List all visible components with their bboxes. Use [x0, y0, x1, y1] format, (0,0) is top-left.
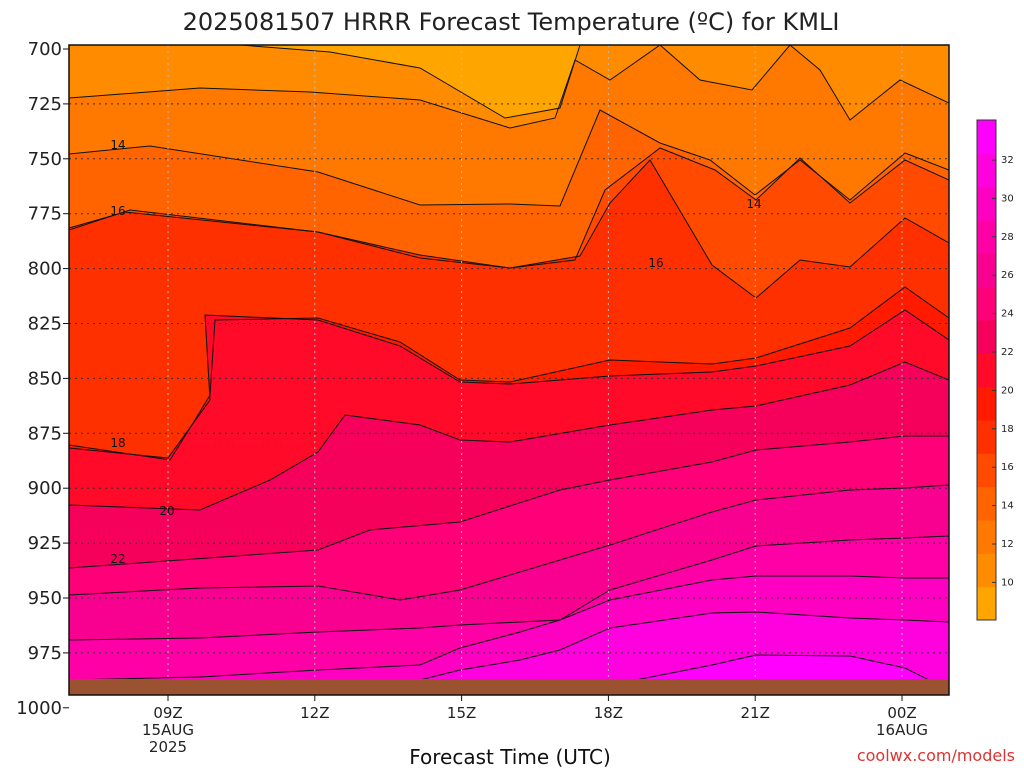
ground-surface	[69, 679, 949, 695]
isotherm-line	[69, 159, 949, 299]
colorbar-tick-label: 16	[1001, 462, 1014, 473]
isotherm-line	[69, 286, 949, 461]
colorbar-segment	[977, 153, 996, 188]
y-tick-label: 700	[28, 39, 62, 60]
contour-value-label: 22	[110, 552, 125, 566]
contour-value-label: 16	[110, 204, 125, 218]
isotherm-line	[69, 45, 949, 129]
y-tick-label: 1000	[16, 698, 62, 719]
contour-value-label: 20	[159, 504, 174, 518]
isotherm-lines	[69, 45, 949, 695]
colorbar-tick-label: 10	[1001, 577, 1014, 588]
colorbar-tick-label: 22	[1001, 347, 1014, 358]
x-axis-label: Forecast Time (UTC)	[409, 745, 611, 768]
y-tick-label: 875	[28, 423, 62, 444]
contour-value-label: 14	[746, 197, 761, 211]
y-tick-label: 825	[28, 314, 62, 335]
isotherm-line	[69, 575, 949, 681]
colorbar-segment	[977, 353, 996, 388]
colorbar-segment	[977, 520, 996, 554]
y-tick-label: 725	[28, 94, 62, 115]
gridlines	[69, 45, 949, 695]
y-tick-label: 800	[28, 259, 62, 280]
x-tick-label: 09Z	[153, 704, 182, 722]
colorbar-segment	[977, 186, 996, 221]
colorbar-segment	[977, 220, 996, 254]
colorbar-segment	[977, 453, 996, 488]
colorbar-segment	[977, 420, 996, 454]
chart-title: 2025081507 HRRR Forecast Temperature (ºC…	[183, 8, 840, 36]
x-tick-label: 2025	[149, 738, 187, 756]
x-tick-label: 00Z	[887, 704, 916, 722]
isotherm-line	[69, 45, 949, 119]
x-tick-label: 21Z	[741, 704, 770, 722]
y-tick-label: 975	[28, 643, 62, 664]
colorbar-tick-label: 26	[1001, 270, 1014, 281]
isotherm-line	[69, 109, 949, 207]
colorbar-tick-label: 18	[1001, 424, 1014, 435]
isotherm-line	[69, 435, 949, 569]
plot-frame	[68, 44, 950, 696]
colorbar-segment	[977, 553, 996, 588]
y-tick-label: 925	[28, 533, 62, 554]
colorbar-segment	[977, 586, 996, 621]
contour-value-label: 16	[648, 256, 663, 270]
y-tick-label: 775	[28, 204, 62, 225]
x-tick-label: 15Z	[447, 704, 476, 722]
x-tick-label: 16AUG	[876, 721, 928, 739]
y-axis-ticks: 700 725 750 775 800 825 850 875 900 925 950 975 1000	[16, 39, 69, 719]
colorbar-tick-label: 12	[1001, 539, 1014, 550]
colorbar-tick-label: 20	[1001, 385, 1014, 396]
colorbar-segment	[977, 386, 996, 421]
y-tick-label: 900	[28, 478, 62, 499]
colorbar: 32 30 28 26 24 22 20 18 16 14 12 10	[976, 119, 1014, 621]
colorbar-segment	[977, 320, 996, 354]
isotherm-line	[69, 484, 949, 601]
colorbar-tick-label: 24	[1001, 309, 1014, 320]
x-tick-label: 12Z	[300, 704, 329, 722]
credit-text: coolwx.com/models	[857, 746, 1015, 765]
colorbar-tick-label: 14	[1001, 501, 1014, 512]
y-tick-label: 750	[28, 149, 62, 170]
colorbar-tick-label: 32	[1001, 155, 1014, 166]
contour-labels: 14 16 18 20 22 14 16	[110, 138, 761, 566]
colorbar-frame	[976, 119, 997, 621]
colorbar-segment	[977, 253, 996, 288]
contour-value-label: 18	[110, 436, 125, 450]
colorbar-tick-label: 28	[1001, 232, 1014, 243]
temperature-bands	[69, 45, 949, 695]
plot-area	[69, 45, 949, 695]
y-tick-label: 850	[28, 368, 62, 389]
isotherm-line	[69, 361, 949, 511]
y-tick-label: 950	[28, 588, 62, 609]
colorbar-segment	[977, 120, 996, 154]
colorbar-segment	[977, 486, 996, 521]
contour-value-label: 14	[110, 138, 125, 152]
x-tick-label: 15AUG	[142, 721, 194, 739]
colorbar-tick-label: 30	[1001, 193, 1014, 204]
isotherm-line	[69, 309, 949, 459]
x-tick-label: 18Z	[594, 704, 623, 722]
isotherm-line	[69, 535, 949, 641]
colorbar-segment	[977, 286, 996, 321]
